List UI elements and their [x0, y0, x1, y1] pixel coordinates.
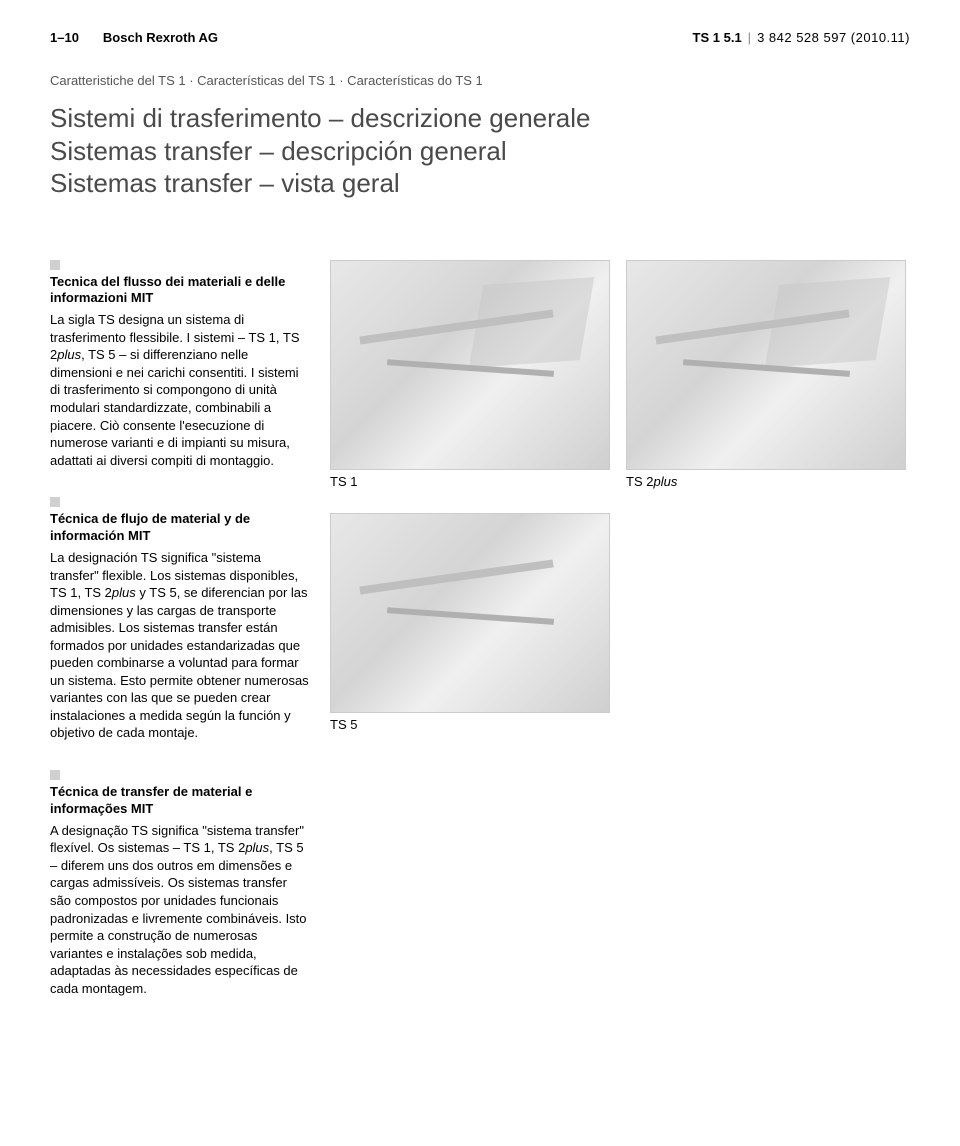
body-pt-italic: plus	[245, 840, 269, 855]
section-body-es: La designación TS significa "sistema tra…	[50, 549, 310, 742]
square-marker-icon	[50, 260, 60, 270]
company-name: Bosch Rexroth AG	[103, 30, 218, 45]
header-left: 1–10 Bosch Rexroth AG	[50, 30, 218, 45]
section-pt: Técnica de transfer de material e inform…	[50, 770, 310, 997]
title-line-es: Sistemas transfer – descripción general	[50, 135, 910, 168]
body-es-italic: plus	[112, 585, 136, 600]
title-line-it: Sistemi di trasferimento – descrizione g…	[50, 102, 910, 135]
page-header: 1–10 Bosch Rexroth AG TS 1 5.1 | 3 842 5…	[50, 30, 910, 45]
image-caption-ts5: TS 5	[330, 717, 610, 732]
catalog-number: 3 842 528 597 (2010.11)	[757, 30, 910, 45]
body-es-post: y TS 5, se diferencian por las dimension…	[50, 585, 309, 740]
body-it-post: , TS 5 – si differenziano nelle dimensio…	[50, 347, 299, 467]
product-image-ts5	[330, 513, 610, 713]
section-heading-it: Tecnica del flusso dei materiali e delle…	[50, 274, 310, 308]
section-body-pt: A designação TS significa "sistema trans…	[50, 822, 310, 997]
product-code: TS 1 5.1	[693, 30, 742, 45]
square-marker-icon	[50, 770, 60, 780]
image-column: TS 1 TS 2plus TS 5	[330, 260, 910, 1026]
breadcrumb: Caratteristiche del TS 1 · Característic…	[50, 73, 910, 88]
image-caption-ts2plus: TS 2plus	[626, 474, 906, 489]
product-image-ts1	[330, 260, 610, 470]
body-pt-post: , TS 5 – diferem uns dos outros em dimen…	[50, 840, 307, 995]
image-block-ts5: TS 5	[330, 513, 610, 734]
caption-ts2plus-italic: plus	[653, 474, 677, 489]
square-marker-icon	[50, 497, 60, 507]
section-es: Técnica de flujo de material y de inform…	[50, 497, 310, 742]
section-heading-pt: Técnica de transfer de material e inform…	[50, 784, 310, 818]
section-body-it: La sigla TS designa un sistema di trasfe…	[50, 311, 310, 469]
product-image-ts2plus	[626, 260, 906, 470]
section-it: Tecnica del flusso dei materiali e delle…	[50, 260, 310, 470]
page-titles: Sistemi di trasferimento – descrizione g…	[50, 102, 910, 200]
title-line-pt: Sistemas transfer – vista geral	[50, 167, 910, 200]
page-number: 1–10	[50, 30, 79, 45]
image-row-top: TS 1 TS 2plus	[330, 260, 906, 491]
image-block-ts1: TS 1	[330, 260, 610, 491]
main-content: Tecnica del flusso dei materiali e delle…	[50, 260, 910, 1026]
text-column: Tecnica del flusso dei materiali e delle…	[50, 260, 310, 1026]
caption-ts2plus-pre: TS 2	[626, 474, 653, 489]
divider-icon: |	[748, 30, 751, 45]
header-right: TS 1 5.1 | 3 842 528 597 (2010.11)	[693, 30, 910, 45]
image-caption-ts1: TS 1	[330, 474, 610, 489]
image-block-ts2plus: TS 2plus	[626, 260, 906, 491]
section-heading-es: Técnica de flujo de material y de inform…	[50, 511, 310, 545]
body-it-italic: plus	[57, 347, 81, 362]
